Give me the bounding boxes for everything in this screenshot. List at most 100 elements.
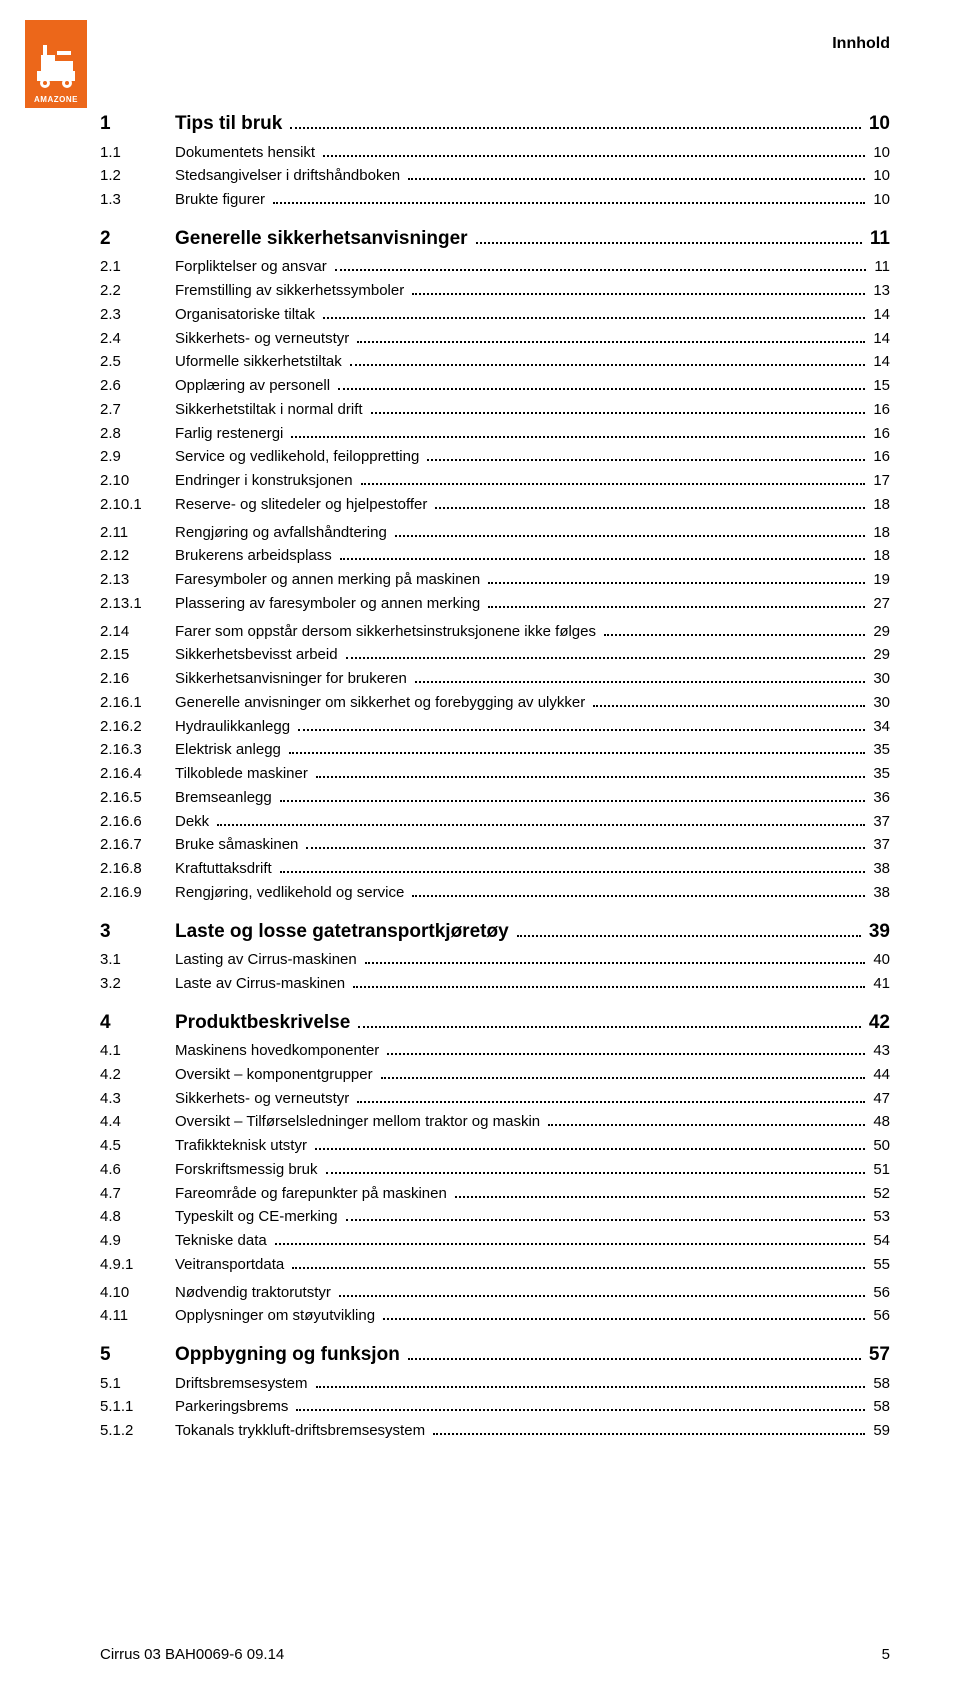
toc-title: Tekniske data <box>175 1230 271 1252</box>
toc-page-number: 30 <box>869 668 890 690</box>
toc-page-number: 13 <box>869 280 890 302</box>
toc-page-number: 54 <box>869 1230 890 1252</box>
toc-leader-dots <box>435 495 865 509</box>
toc-title: Veitransportdata <box>175 1254 288 1276</box>
toc-leader-dots <box>433 1422 865 1436</box>
toc-title: Forpliktelser og ansvar <box>175 256 331 278</box>
toc-leader-dots <box>350 353 866 367</box>
toc-title: Fremstilling av sikkerhetssymboler <box>175 280 408 302</box>
toc-page-number: 29 <box>869 644 890 666</box>
toc-title: Laste og losse gatetransportkjøretøy <box>175 918 513 946</box>
toc-leader-dots <box>488 571 865 585</box>
toc-title: Nødvendig traktorutstyr <box>175 1282 335 1304</box>
toc-title: Bruke såmaskinen <box>175 834 302 856</box>
toc-entry: 2.4Sikkerhets- og verneutstyr14 <box>100 328 890 350</box>
toc-entry: 2.16Sikkerhetsanvisninger for brukeren30 <box>100 668 890 690</box>
toc-entry: 1Tips til bruk10 <box>100 110 890 138</box>
toc-leader-dots <box>339 1283 865 1297</box>
toc-leader-dots <box>217 812 865 826</box>
toc-number: 2.10 <box>100 470 175 492</box>
toc-title: Farer som oppstår dersom sikkerhetsinstr… <box>175 621 600 643</box>
toc-number: 2.16.8 <box>100 858 175 880</box>
toc-number: 2.16.7 <box>100 834 175 856</box>
toc-leader-dots <box>488 594 865 608</box>
toc-number: 2.2 <box>100 280 175 302</box>
toc-number: 2.13.1 <box>100 593 175 615</box>
toc-number: 2.16.1 <box>100 692 175 714</box>
toc-entry: 2.6Opplæring av personell15 <box>100 375 890 397</box>
toc-leader-dots <box>323 305 865 319</box>
toc-title: Rengjøring og avfallshåndtering <box>175 522 391 544</box>
toc-entry: 4.6Forskriftsmessig bruk51 <box>100 1159 890 1181</box>
toc-title: Trafikkteknisk utstyr <box>175 1135 311 1157</box>
toc-number: 2.3 <box>100 304 175 326</box>
toc-page-number: 11 <box>866 225 890 253</box>
toc-entry: 4.9.1Veitransportdata55 <box>100 1254 890 1276</box>
toc-number: 2.14 <box>100 621 175 643</box>
toc-page-number: 18 <box>869 522 890 544</box>
toc-title: Laste av Cirrus-maskinen <box>175 973 349 995</box>
toc-title: Stedsangivelser i driftshåndboken <box>175 165 404 187</box>
toc-leader-dots <box>593 693 865 707</box>
toc-entry: 2.7Sikkerhetstiltak i normal drift16 <box>100 399 890 421</box>
toc-entry: 2.16.8Kraftuttaksdrift38 <box>100 858 890 880</box>
toc-leader-dots <box>395 523 866 537</box>
toc-leader-dots <box>476 227 862 244</box>
toc-leader-dots <box>306 836 865 850</box>
toc-title: Parkeringsbrems <box>175 1396 292 1418</box>
toc-entry: 1.3Brukte figurer10 <box>100 189 890 211</box>
toc-title: Opplysninger om støyutvikling <box>175 1305 379 1327</box>
toc-page-number: 52 <box>869 1183 890 1205</box>
toc-leader-dots <box>412 282 865 296</box>
toc-entry: 2Generelle sikkerhetsanvisninger11 <box>100 225 890 253</box>
toc-entry: 5.1.1Parkeringsbrems58 <box>100 1396 890 1418</box>
toc-number: 1.2 <box>100 165 175 187</box>
toc-title: Forskriftsmessig bruk <box>175 1159 322 1181</box>
toc-entry: 2.16.6Dekk37 <box>100 811 890 833</box>
toc-leader-dots <box>353 974 865 988</box>
document-page: AMAZONE Innhold 1Tips til bruk101.1Dokum… <box>0 0 960 1687</box>
toc-number: 4.8 <box>100 1206 175 1228</box>
toc-leader-dots <box>338 377 865 391</box>
toc-title: Reserve- og slitedeler og hjelpestoffer <box>175 494 431 516</box>
toc-number: 3 <box>100 918 175 946</box>
toc-entry: 2.1Forpliktelser og ansvar11 <box>100 256 890 278</box>
toc-entry: 2.10Endringer i konstruksjonen17 <box>100 470 890 492</box>
toc-leader-dots <box>381 1065 866 1079</box>
toc-leader-dots <box>290 112 861 129</box>
toc-leader-dots <box>346 646 866 660</box>
toc-number: 2.8 <box>100 423 175 445</box>
toc-title: Fareområde og farepunkter på maskinen <box>175 1183 451 1205</box>
toc-page-number: 35 <box>869 739 890 761</box>
toc-number: 4 <box>100 1009 175 1037</box>
toc-leader-dots <box>361 472 866 486</box>
toc-page-number: 10 <box>869 189 890 211</box>
toc-page-number: 53 <box>869 1206 890 1228</box>
toc-title: Brukte figurer <box>175 189 269 211</box>
toc-leader-dots <box>548 1113 865 1127</box>
toc-number: 2.12 <box>100 545 175 567</box>
toc-page-number: 38 <box>869 858 890 880</box>
toc-number: 2.16.9 <box>100 882 175 904</box>
toc-entry: 2.16.2Hydraulikkanlegg34 <box>100 716 890 738</box>
toc-number: 3.1 <box>100 949 175 971</box>
toc-entry: 2.16.3Elektrisk anlegg35 <box>100 739 890 761</box>
toc-leader-dots <box>316 1374 866 1388</box>
toc-number: 2.4 <box>100 328 175 350</box>
toc-entry: 2.9Service og vedlikehold, feilopprettin… <box>100 446 890 468</box>
toc-entry: 4.2Oversikt – komponentgrupper44 <box>100 1064 890 1086</box>
toc-entry: 4.7Fareområde og farepunkter på maskinen… <box>100 1183 890 1205</box>
toc-number: 2.6 <box>100 375 175 397</box>
toc-page-number: 16 <box>869 423 890 445</box>
toc-entry: 2.14Farer som oppstår dersom sikkerhetsi… <box>100 621 890 643</box>
toc-number: 2.1 <box>100 256 175 278</box>
toc-title: Dokumentets hensikt <box>175 142 319 164</box>
toc-title: Sikkerhetsanvisninger for brukeren <box>175 668 411 690</box>
toc-title: Sikkerhets- og verneutstyr <box>175 328 353 350</box>
toc-entry: 2.16.9Rengjøring, vedlikehold og service… <box>100 882 890 904</box>
toc-title: Generelle sikkerhetsanvisninger <box>175 225 472 253</box>
toc-leader-dots <box>357 329 865 343</box>
toc-page-number: 42 <box>865 1009 890 1037</box>
toc-page-number: 16 <box>869 399 890 421</box>
toc-title: Oversikt – komponentgrupper <box>175 1064 377 1086</box>
